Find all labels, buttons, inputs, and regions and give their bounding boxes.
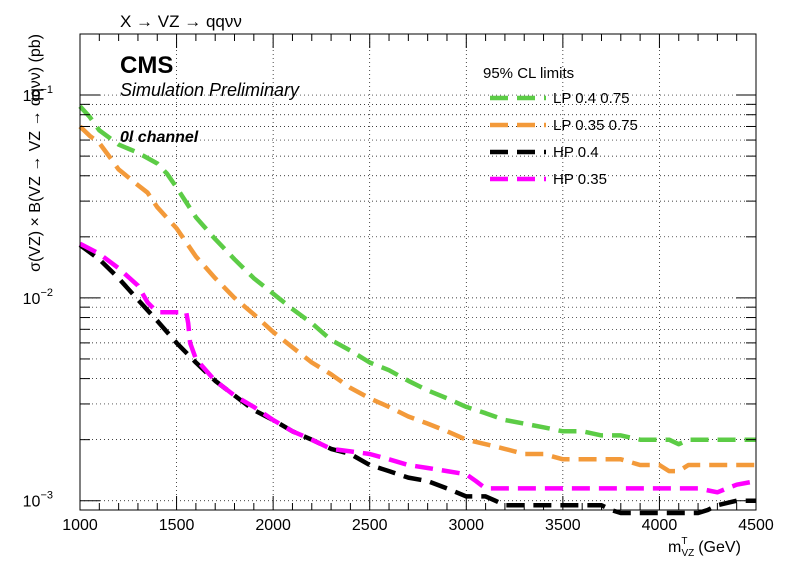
x-tick-label: 2000 [255, 517, 291, 534]
x-axis-label-main: m [668, 539, 681, 556]
y-tick-mantissa: 10 [23, 291, 41, 308]
x-axis-label-unit: (GeV) [698, 539, 741, 556]
y-tick-labels: 10−110−210−3 [23, 84, 53, 511]
y-tick-label: 10−3 [23, 490, 53, 511]
x-axis-label: mT VZ (GeV) [668, 536, 741, 559]
y-tick-label: 10−2 [23, 287, 53, 308]
chart-title: X → VZ → qqνν [120, 12, 242, 31]
x-tick-label: 1000 [62, 517, 98, 534]
legend-entry-label: HP 0.4 [553, 144, 599, 161]
y-tick-exponent: −2 [40, 287, 53, 299]
y-tick-mantissa: 10 [23, 494, 41, 511]
x-axis-label-sub: VZ [681, 548, 694, 559]
simulation-preliminary-label: Simulation Preliminary [120, 80, 300, 100]
legend-entry-label: LP 0.4 0.75 [553, 90, 629, 107]
x-tick-label: 1500 [159, 517, 195, 534]
series-layer [78, 104, 757, 516]
x-tick-label: 4500 [738, 517, 774, 534]
x-tick-label: 2500 [352, 517, 388, 534]
cms-label: CMS [120, 52, 173, 79]
y-axis-label: σ(VZ) × B(VZ → VZ → qqνν) (pb) [27, 34, 44, 272]
x-tick-label: 4000 [642, 517, 678, 534]
x-tick-label: 3000 [448, 517, 484, 534]
series-line-2 [78, 243, 756, 516]
legend: 95% CL limits LP 0.4 0.75 LP 0.35 0.75 HP … [483, 65, 638, 188]
legend-header: 95% CL limits [483, 65, 574, 82]
plot-frame [79, 33, 757, 511]
legend-entry-label: HP 0.35 [553, 171, 607, 188]
series-line-1 [78, 124, 756, 474]
channel-label: 0l channel [120, 129, 199, 146]
axis-ticks [79, 33, 757, 511]
x-axis-label-sup: T [681, 536, 687, 547]
series-line-0 [78, 104, 756, 447]
y-tick-exponent: −1 [40, 84, 53, 96]
y-tick-label: 10−1 [23, 84, 53, 105]
y-tick-mantissa: 10 [23, 88, 41, 105]
x-tick-label: 3500 [545, 517, 581, 534]
legend-entry-label: LP 0.35 0.75 [553, 117, 638, 134]
series-line-3 [78, 241, 757, 495]
x-tick-labels: 1000 1500 2000 2500 3000 3500 4000 4500 [62, 517, 774, 534]
y-tick-exponent: −3 [40, 490, 53, 502]
